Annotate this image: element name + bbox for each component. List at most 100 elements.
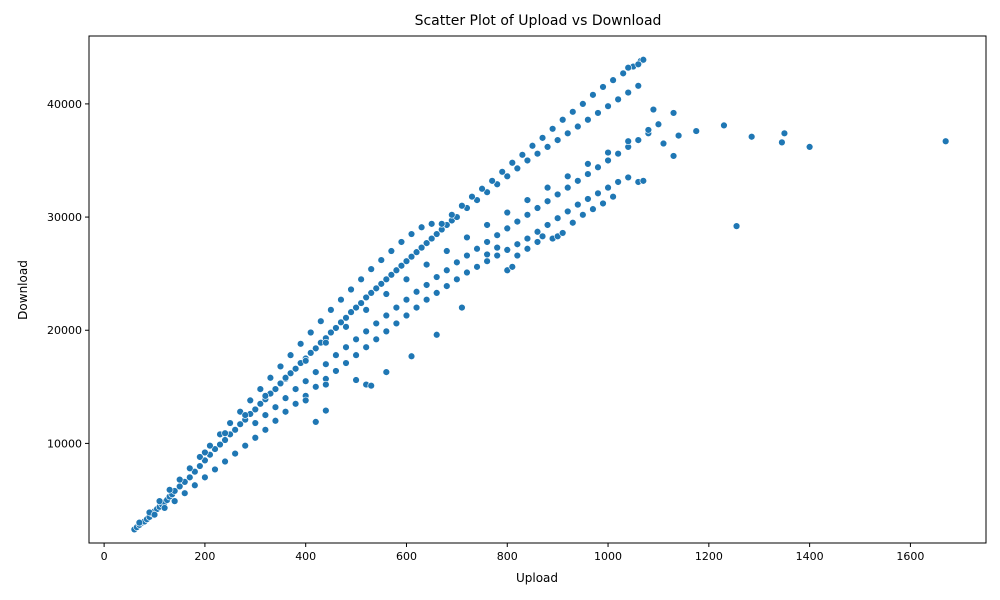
data-point xyxy=(579,211,587,219)
data-point xyxy=(438,220,446,228)
data-point xyxy=(165,486,174,494)
data-point xyxy=(392,319,401,328)
data-point xyxy=(503,208,511,217)
data-point xyxy=(478,185,486,193)
data-point xyxy=(805,143,814,151)
data-point xyxy=(513,240,522,248)
data-point xyxy=(342,314,350,322)
data-point xyxy=(231,449,239,458)
data-point xyxy=(473,196,481,204)
data-point xyxy=(241,441,249,450)
data-point xyxy=(523,234,532,243)
data-point xyxy=(291,385,300,393)
data-point xyxy=(367,381,375,390)
data-point xyxy=(276,379,285,388)
data-point xyxy=(513,164,522,173)
data-point xyxy=(301,357,310,365)
data-point xyxy=(211,465,219,474)
data-point xyxy=(221,457,229,466)
data-point xyxy=(732,222,741,230)
data-point xyxy=(261,426,270,434)
data-point xyxy=(191,481,199,489)
data-point xyxy=(246,396,254,405)
data-point xyxy=(453,258,461,267)
data-point xyxy=(216,440,224,449)
data-point xyxy=(332,351,340,359)
data-point xyxy=(342,323,350,331)
data-point xyxy=(362,306,370,314)
data-point xyxy=(422,281,431,289)
data-point xyxy=(322,406,330,415)
data-point xyxy=(382,327,391,336)
data-point xyxy=(624,137,632,145)
data-point xyxy=(286,369,295,377)
data-point xyxy=(256,385,265,393)
data-point xyxy=(624,173,632,182)
data-point xyxy=(412,248,421,256)
data-point xyxy=(191,468,199,476)
data-point xyxy=(422,260,431,269)
data-point xyxy=(473,245,481,253)
data-point xyxy=(513,251,522,260)
data-point xyxy=(382,275,391,284)
data-point xyxy=(493,251,501,260)
data-point xyxy=(342,343,350,351)
data-point xyxy=(352,376,360,384)
x-tick-label: 400 xyxy=(295,550,316,563)
data-point xyxy=(412,288,421,296)
data-point xyxy=(322,338,330,347)
data-point xyxy=(553,232,562,241)
data-point xyxy=(594,163,602,171)
data-point xyxy=(483,221,491,229)
data-point xyxy=(488,177,496,185)
data-point xyxy=(624,63,632,72)
data-point xyxy=(196,462,204,470)
data-point xyxy=(564,207,572,216)
data-point xyxy=(443,247,451,255)
data-point xyxy=(483,250,491,259)
data-point xyxy=(201,456,209,465)
data-point xyxy=(538,232,547,241)
data-point xyxy=(553,136,562,144)
data-point xyxy=(523,211,532,219)
y-axis: 10000 20000 30000 40000 xyxy=(47,98,89,450)
data-point xyxy=(372,335,380,343)
data-point xyxy=(604,148,612,157)
data-point xyxy=(594,109,602,117)
data-point xyxy=(443,266,451,274)
data-point xyxy=(186,464,194,473)
data-point xyxy=(589,205,597,213)
data-point xyxy=(352,351,360,359)
data-point xyxy=(392,266,401,274)
data-point xyxy=(352,303,360,312)
data-point xyxy=(296,340,305,348)
data-point xyxy=(307,349,315,357)
data-point xyxy=(569,108,577,116)
data-point xyxy=(508,263,517,271)
data-point xyxy=(458,303,466,312)
data-point xyxy=(206,441,214,450)
data-point xyxy=(518,151,527,159)
data-point xyxy=(659,139,668,148)
y-tick-label: 20000 xyxy=(47,324,82,337)
data-point xyxy=(614,178,622,186)
data-point xyxy=(397,238,406,246)
data-point xyxy=(186,473,194,482)
chart-title: Scatter Plot of Upload vs Download xyxy=(415,13,662,29)
data-point xyxy=(392,303,401,312)
data-point xyxy=(347,308,355,316)
data-point xyxy=(609,76,617,84)
data-point xyxy=(412,303,421,312)
data-point xyxy=(604,156,612,165)
data-point xyxy=(382,290,391,298)
x-tick-label: 1200 xyxy=(695,550,723,563)
data-point xyxy=(301,396,310,405)
data-point xyxy=(382,311,391,320)
data-point xyxy=(352,335,360,343)
x-tick-label: 1600 xyxy=(896,550,924,563)
data-point xyxy=(564,129,572,138)
data-point xyxy=(317,317,325,325)
data-point xyxy=(528,142,537,150)
data-point xyxy=(301,377,310,385)
data-point xyxy=(221,429,229,437)
